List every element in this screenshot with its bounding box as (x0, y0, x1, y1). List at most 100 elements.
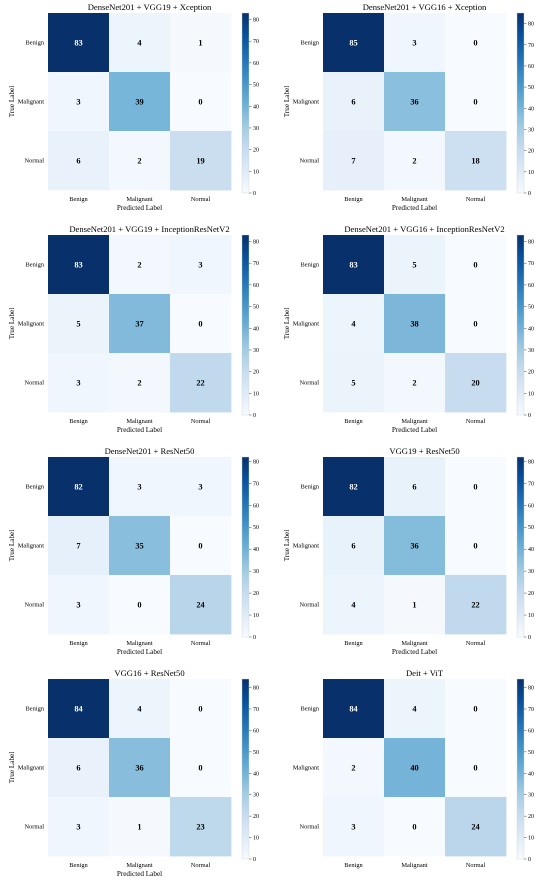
confusion-matrix-panel: Deit + ViT 84 4 0 2 40 0 3 0 24 Benign Malignant Nor… (275, 666, 550, 888)
y-tick-label: Malignant (18, 543, 44, 550)
colorbar-tick-label: 70 (253, 707, 259, 713)
colorbar-tick-label: 70 (253, 261, 259, 267)
heatmap-cell (445, 516, 507, 576)
confusion-matrix-svg: DenseNet201 + VGG19 + InceptionResNetV2 8… (8, 224, 259, 434)
heatmap-cell (109, 575, 171, 635)
heatmap-cell (445, 131, 507, 191)
y-tick-label: Normal (24, 602, 44, 609)
cell-value-label: 7 (76, 542, 80, 551)
heatmap-cell (384, 797, 446, 857)
cell-value-label: 2 (137, 379, 141, 388)
colorbar-tick-label: 60 (253, 728, 259, 734)
cell-value-label: 3 (351, 823, 355, 832)
heatmap-cell (48, 457, 110, 517)
colorbar-tick-label: 50 (528, 525, 534, 531)
confusion-matrix-panel: DenseNet201 + VGG16 + Xception 85 3 0 6 36 0 7 2… (275, 0, 550, 222)
colorbar-tick-label: 20 (528, 149, 534, 155)
x-tick-label: Benign (344, 640, 363, 647)
x-axis-label: Predicted Label (117, 870, 162, 878)
heatmap-cell (323, 353, 385, 413)
colorbar-tick-label: 0 (253, 857, 256, 863)
cell-value-label: 5 (412, 261, 416, 270)
colorbar-tick-label: 60 (528, 283, 534, 289)
x-axis-label: Predicted Label (117, 648, 162, 656)
cell-value-label: 0 (473, 764, 477, 773)
confusion-matrix-panel: VGG16 + ResNet50 84 4 0 6 36 0 3 1 23 Benign Malign… (0, 666, 275, 888)
colorbar-tick-label: 20 (253, 370, 259, 376)
x-tick-label: Normal (191, 862, 211, 869)
colorbar (241, 234, 250, 416)
cell-value-label: 2 (412, 157, 416, 166)
y-tick-label: Normal (299, 824, 319, 831)
x-tick-label: Normal (466, 196, 486, 203)
heatmap-cell (170, 294, 232, 354)
colorbar-tick-label: 60 (528, 728, 534, 734)
cell-value-label: 36 (410, 98, 418, 107)
y-tick-label: Malignant (293, 321, 319, 328)
heatmap-cell (170, 235, 232, 295)
colorbar-tick-label: 0 (253, 635, 256, 641)
cell-value-label: 0 (473, 261, 477, 270)
heatmap-cell (323, 72, 385, 132)
colorbar-tick-label: 30 (528, 793, 534, 799)
cell-value-label: 35 (135, 542, 143, 551)
colorbar (241, 12, 250, 194)
heatmap-cell (170, 797, 232, 857)
heatmap-cell (323, 575, 385, 635)
y-axis-label: True Label (8, 530, 16, 561)
x-tick-label: Malignant (401, 196, 427, 203)
heatmap-cell (323, 516, 385, 576)
cell-value-label: 0 (198, 764, 202, 773)
colorbar-tick-label: 50 (528, 750, 534, 756)
cell-value-label: 38 (410, 320, 418, 329)
chart-title: DenseNet201 + VGG19 + InceptionResNetV2 (69, 224, 229, 234)
heatmap-cell (109, 457, 171, 517)
x-tick-label: Normal (191, 418, 211, 425)
colorbar-tick-label: 10 (528, 391, 534, 397)
y-tick-label: Benign (301, 484, 320, 491)
x-tick-label: Benign (344, 196, 363, 203)
cell-value-label: 3 (76, 601, 80, 610)
cell-value-label: 1 (137, 823, 141, 832)
x-tick-label: Benign (344, 862, 363, 869)
x-tick-label: Normal (191, 196, 211, 203)
heatmap-cell (384, 575, 446, 635)
heatmap-cell (445, 13, 507, 73)
colorbar-tick-label: 20 (528, 814, 534, 820)
y-tick-label: Benign (301, 40, 320, 47)
cell-value-label: 0 (198, 320, 202, 329)
cell-value-label: 2 (351, 764, 355, 773)
colorbar-tick-label: 20 (528, 370, 534, 376)
colorbar-tick-label: 60 (253, 283, 259, 289)
heatmap-cell (384, 294, 446, 354)
colorbar-tick-label: 80 (253, 459, 259, 465)
heatmap-cell (445, 457, 507, 517)
heatmap-cell (323, 679, 385, 739)
heatmap-cell (109, 353, 171, 413)
cell-value-label: 5 (351, 379, 355, 388)
x-axis-label: Predicted Label (392, 426, 437, 434)
heatmap-cell (48, 516, 110, 576)
x-tick-label: Benign (69, 640, 88, 647)
cell-value-label: 24 (471, 823, 480, 832)
cell-value-label: 22 (196, 379, 204, 388)
y-tick-label: Benign (26, 484, 45, 491)
heatmap-cell (48, 72, 110, 132)
cell-value-label: 1 (412, 601, 416, 610)
cell-value-label: 0 (137, 601, 141, 610)
x-tick-label: Benign (69, 862, 88, 869)
heatmap-cell (109, 13, 171, 73)
heatmap-cell (384, 738, 446, 798)
x-axis-label: Predicted Label (392, 204, 437, 212)
colorbar (516, 12, 525, 194)
heatmap-cell (323, 457, 385, 517)
chart-title: DenseNet201 + VGG19 + Xception (88, 2, 212, 12)
x-tick-label: Normal (466, 862, 486, 869)
x-tick-label: Benign (69, 418, 88, 425)
y-tick-label: Malignant (293, 543, 319, 550)
colorbar-tick-label: 40 (528, 106, 534, 112)
heatmap-cell (445, 575, 507, 635)
cell-value-label: 0 (412, 823, 416, 832)
heatmap-cell (323, 131, 385, 191)
cell-value-label: 3 (412, 39, 416, 48)
